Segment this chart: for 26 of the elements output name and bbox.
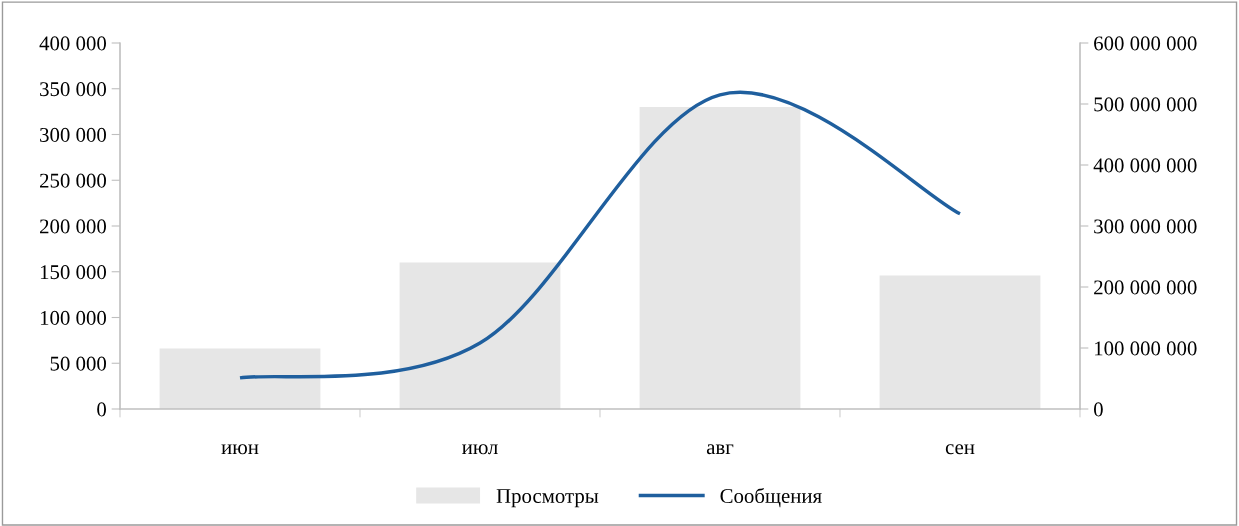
y-tick-label: 350 000 [40,82,107,97]
x-tick-label: июл [462,444,498,455]
y-tick-label: 300 000 [40,127,107,142]
y-tick-label: 250 000 [40,173,107,188]
x-tick-label: авг [706,444,734,455]
y-tick-label: 200 000 [40,219,107,234]
x-tick-label: сен [945,444,975,455]
y-tick-label: 50 000 [50,356,107,371]
x-tick-label: июн [221,444,259,455]
y2-tick-label: 600 000 000 [1094,36,1197,51]
y-tick-label: 0 [97,402,107,417]
bar [879,275,1041,409]
y2-tick-label: 300 000 000 [1094,219,1197,234]
legend-label: Сообщения [720,487,822,508]
bar [639,107,801,409]
bar [399,262,561,409]
legend-label: Просмотры [496,489,599,508]
y-tick-label: 100 000 [40,310,107,325]
y-tick-label: 400 000 [39,36,107,51]
y2-tick-label: 200 000 000 [1094,280,1197,295]
y2-tick-label: 100 000 000 [1095,341,1197,356]
bar [159,348,321,409]
y2-tick-label: 500 000 000 [1094,97,1197,112]
y2-tick-label: 0 [1093,402,1103,417]
y2-tick-label: 400 000 000 [1093,158,1197,173]
y-tick-label: 150 000 [40,265,107,280]
